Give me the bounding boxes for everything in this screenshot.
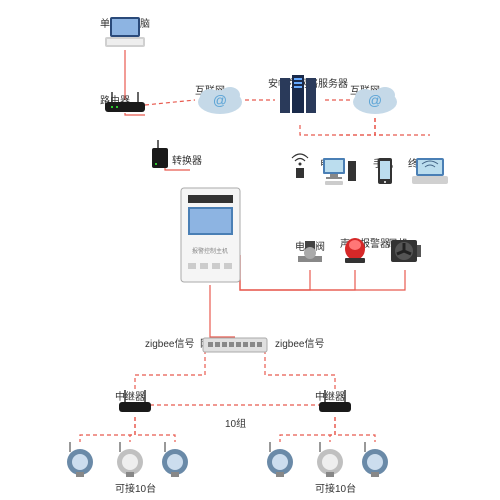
phone-icon xyxy=(373,155,397,190)
cloud-icon: @ xyxy=(195,82,245,117)
connection-lines xyxy=(0,0,500,500)
detector-icon xyxy=(157,442,193,478)
gateway-icon xyxy=(200,335,270,355)
cloud1-node: @ 互联网 xyxy=(195,82,225,97)
pc-standalone-node: 单机版电脑 xyxy=(100,15,150,30)
controller-icon: 报警控制主机 xyxy=(178,185,243,285)
repeater2-node: 中继器 xyxy=(315,388,345,403)
detector-icon xyxy=(312,442,348,478)
fan-node: 风机 xyxy=(388,235,408,250)
terminal-node: 终端 xyxy=(408,155,428,170)
alarm-icon xyxy=(340,235,370,268)
router-icon xyxy=(100,92,150,117)
edge-label-groups: 10组 xyxy=(225,415,246,430)
edge-label-zigbee2: zigbee信号 xyxy=(275,335,324,350)
router-node: 路由器 xyxy=(100,92,130,107)
valve-node: 电磁阀 xyxy=(295,238,325,253)
edge-label-zigbee1: zigbee信号 xyxy=(145,335,194,350)
phone-node: 手机 xyxy=(373,155,393,170)
detector-icon xyxy=(62,442,98,478)
server-node: 安帕尔网络服务器 xyxy=(268,75,348,90)
pc-node: 电脑 xyxy=(320,155,340,170)
alarm-node: 声光报警器 xyxy=(340,235,390,250)
svg-text:@: @ xyxy=(213,92,227,108)
cloud2-node: @ 互联网 xyxy=(350,82,380,97)
detector-icon xyxy=(262,442,298,478)
detector-icon xyxy=(112,442,148,478)
edge-label-cap1: 可接10台 xyxy=(115,480,156,495)
svg-text:报警控制主机: 报警控制主机 xyxy=(192,247,228,255)
edge-label-cap2: 可接10台 xyxy=(315,480,356,495)
desktop-icon xyxy=(320,155,360,190)
repeater-icon xyxy=(315,388,355,416)
wifi-ap-icon xyxy=(288,150,312,180)
repeater1-node: 中继器 xyxy=(115,388,145,403)
detector-icon xyxy=(357,442,393,478)
valve-icon xyxy=(295,238,325,268)
cloud-icon: @ xyxy=(350,82,400,117)
fan-icon xyxy=(388,235,422,268)
converter-label: 转换器 xyxy=(172,152,202,167)
server-icon xyxy=(268,75,333,117)
terminal-icon xyxy=(408,155,452,190)
laptop-icon xyxy=(100,15,150,50)
svg-text:@: @ xyxy=(368,92,382,108)
gateway-node: 网关 xyxy=(200,335,220,350)
repeater-icon xyxy=(115,388,155,416)
